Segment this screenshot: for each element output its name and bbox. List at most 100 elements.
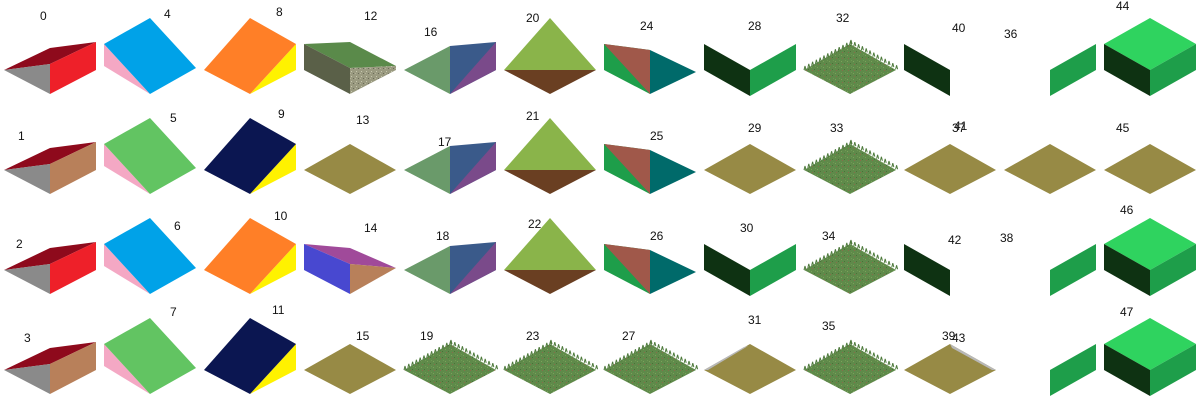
- prism-accent-face: [450, 142, 496, 194]
- tile-number-label: 3: [24, 331, 31, 345]
- tile-39: 39: [904, 329, 996, 394]
- tile-number-label: 22: [528, 217, 542, 231]
- tile-number-label: 5: [170, 111, 177, 125]
- split-red-face: [604, 244, 650, 294]
- grass-tile-top: [504, 344, 596, 394]
- tile-33: 33: [803, 121, 899, 194]
- tile-40: 40: [952, 21, 1096, 96]
- grass-tile-top: [604, 344, 696, 394]
- pyramid-bottom-face: [504, 170, 596, 194]
- roof-left-face: [4, 264, 50, 294]
- tile-41: 41: [954, 119, 1096, 194]
- tile-44: 44: [1104, 0, 1196, 96]
- grass-tile-top: [804, 144, 896, 194]
- tile-19: 19: [403, 329, 499, 394]
- tile-9: 9: [204, 107, 296, 194]
- tile-number-label: 8: [276, 5, 283, 19]
- pyramid-top-face: [504, 118, 596, 170]
- tile-29: 29: [704, 121, 796, 194]
- roof-left-face: [4, 164, 50, 194]
- tile-number-label: 20: [526, 11, 540, 25]
- tile-number-label: 16: [424, 25, 438, 39]
- grass-tile-top: [804, 244, 896, 294]
- tile-number-label: 43: [952, 331, 966, 345]
- tile-number-label: 24: [640, 19, 654, 33]
- cube-right-face: [1150, 244, 1196, 296]
- tile-18: 18: [404, 229, 496, 294]
- tile-number-label: 19: [420, 329, 434, 343]
- tile-14: 14: [304, 221, 396, 294]
- tile-45: 45: [1104, 121, 1196, 194]
- tile-36: 36: [904, 27, 1018, 96]
- tile-number-label: 42: [948, 233, 962, 247]
- tile-46: 46: [1104, 203, 1196, 296]
- roof-right-face: [350, 264, 396, 294]
- tile-number-label: 0: [40, 9, 47, 23]
- tile-38: 38: [904, 231, 1014, 296]
- tile-number-label: 37: [952, 121, 966, 135]
- tile-number-label: 34: [822, 229, 836, 243]
- pyramid-top-face: [504, 218, 596, 270]
- grass-tufts: [803, 139, 899, 171]
- tile-5: 5: [104, 111, 196, 194]
- wall-left-face: [704, 244, 750, 296]
- tile-17: 17: [404, 135, 496, 194]
- tile-number-label: 7: [170, 305, 177, 319]
- tile-7: 7: [104, 305, 196, 394]
- ramp-top-face: [104, 318, 196, 394]
- prism-left-face: [404, 146, 450, 194]
- ramp-top-face: [104, 218, 196, 294]
- tile-number-label: 23: [526, 329, 540, 343]
- flat-tile-top: [704, 144, 796, 194]
- wall-right-face: [750, 44, 796, 96]
- tile-number-label: 36: [1004, 27, 1018, 41]
- tile-number-label: 18: [436, 229, 450, 243]
- tile-20: 20: [504, 11, 596, 94]
- tile-31: 31: [704, 313, 796, 394]
- roof-right-face: [50, 242, 96, 294]
- flat-tile-top: [904, 144, 996, 194]
- tile-number-label: 31: [748, 313, 762, 327]
- split-teal-face: [650, 150, 696, 194]
- tile-number-label: 44: [1116, 0, 1130, 13]
- prism-left-face: [404, 246, 450, 294]
- tile-number-label: 25: [650, 129, 664, 143]
- tile-number-label: 29: [748, 121, 762, 135]
- tile-3: 3: [4, 331, 96, 394]
- split-red-face: [604, 44, 650, 94]
- tile-number-label: 41: [954, 119, 968, 133]
- roof-left-face: [4, 64, 50, 94]
- tile-number-label: 30: [740, 221, 754, 235]
- pyramid-bottom-face: [504, 70, 596, 94]
- tile-edge-strip: [704, 346, 748, 370]
- cube-right-face: [1150, 44, 1196, 96]
- wall-left-face: [904, 44, 950, 96]
- tile-25: 25: [604, 129, 696, 194]
- tile-number-label: 46: [1120, 203, 1134, 217]
- tile-number-label: 32: [836, 11, 850, 25]
- roof-right-face: [50, 142, 96, 194]
- tile-number-label: 6: [174, 219, 181, 233]
- tile-47: 47: [1104, 305, 1196, 396]
- tile-number-label: 26: [650, 229, 664, 243]
- tile-24: 24: [604, 19, 696, 94]
- tile-number-label: 38: [1000, 231, 1014, 245]
- tile-number-label: 33: [830, 121, 844, 135]
- roof-top-face: [4, 142, 96, 170]
- tile-12: 12: [304, 9, 396, 94]
- split-teal-face: [650, 250, 696, 294]
- tile-13: 13: [304, 113, 396, 194]
- flat-tile-top: [904, 344, 996, 394]
- tile-number-label: 14: [364, 221, 378, 235]
- tile-number-label: 39: [942, 329, 956, 343]
- slope-left-face: [304, 44, 350, 94]
- ramp-top-face: [204, 318, 296, 394]
- roof-right-face: [50, 42, 96, 94]
- tile-10: 10: [204, 209, 296, 294]
- tile-16: 16: [404, 25, 496, 94]
- tile-32: 32: [803, 11, 899, 94]
- tile-number-label: 10: [274, 209, 288, 223]
- tile-23: 23: [503, 329, 599, 394]
- tile-0: 0: [4, 9, 96, 94]
